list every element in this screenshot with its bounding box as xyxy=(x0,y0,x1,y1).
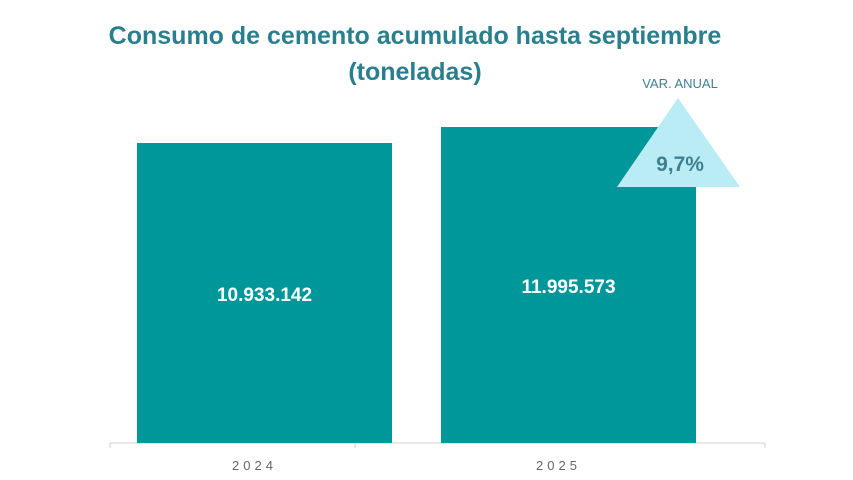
chart-title: Consumo de cemento acumulado hasta septi… xyxy=(108,22,722,50)
data-label: 10.933.142 xyxy=(217,285,312,306)
x-tick-label: 2024 xyxy=(232,458,277,473)
x-tick-label: 2025 xyxy=(536,458,581,473)
annotation-value: 9,7% xyxy=(656,153,704,176)
annotation-label: VAR. ANUAL xyxy=(642,76,718,91)
triangle-up-icon xyxy=(617,98,740,187)
data-label: 11.995.573 xyxy=(521,277,615,298)
chart-subtitle: (toneladas) xyxy=(348,58,482,86)
bar-2024 xyxy=(137,143,392,443)
